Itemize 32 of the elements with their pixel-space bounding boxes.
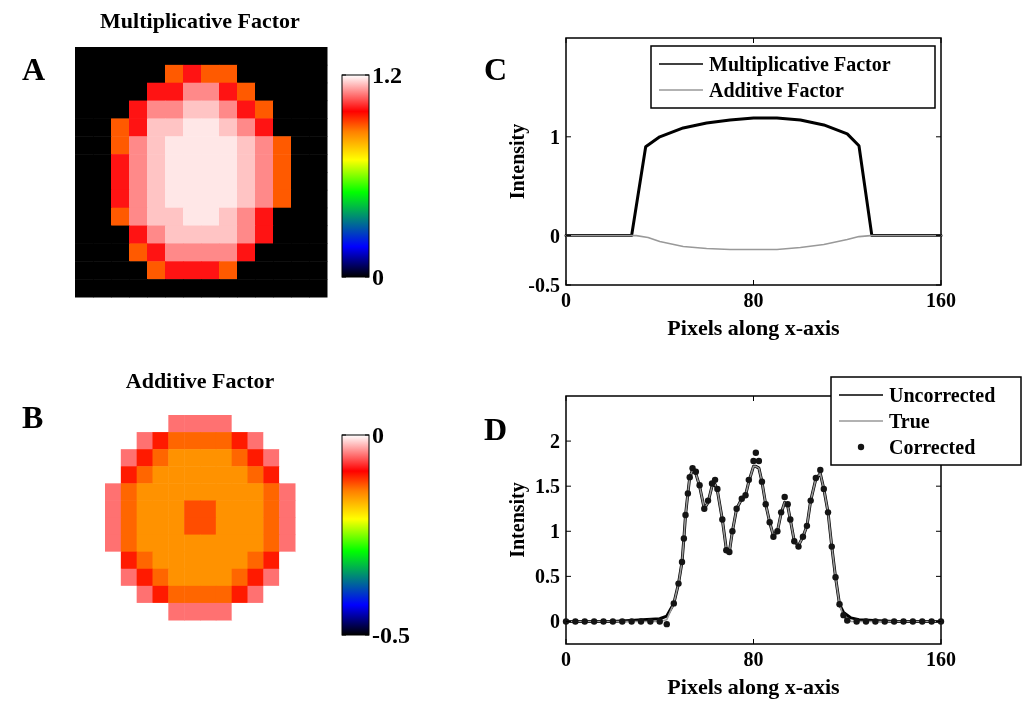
x-axis-title: Pixels along x-axis <box>667 674 841 699</box>
y-tick-label: 0 <box>550 610 560 633</box>
color-bar-label: 0 <box>372 422 384 449</box>
legend-label: Corrected <box>889 436 976 458</box>
y-axis-title: Intensity <box>506 123 529 200</box>
x-tick-label: 160 <box>926 289 956 311</box>
x-axis-title: Pixels along x-axis <box>667 315 841 340</box>
legend-label: Multiplicative Factor <box>709 53 891 76</box>
text: B <box>22 399 44 435</box>
y-tick-label: 1.5 <box>535 475 560 498</box>
color-bar-label: 1.2 <box>372 62 402 89</box>
y-tick-label: -0.5 <box>528 274 560 296</box>
color-bar-label: 0 <box>372 264 384 291</box>
legend-label: Uncorrected <box>889 384 996 406</box>
chart-title: Additive Factor <box>125 368 275 393</box>
y-tick-label: 0 <box>550 224 560 247</box>
y-tick-label: 0.5 <box>535 565 560 588</box>
legend-label: Additive Factor <box>709 79 845 101</box>
chart-title: Multiplicative Factor <box>100 8 301 33</box>
x-tick-label: 80 <box>743 648 764 670</box>
text: D <box>484 411 508 447</box>
x-tick-label: 80 <box>743 289 764 311</box>
line-series <box>565 234 942 251</box>
y-tick-label: 1 <box>550 125 560 148</box>
y-axis-title: Intensity <box>506 482 529 558</box>
x-tick-label: 160 <box>926 648 956 670</box>
text: C <box>484 51 508 87</box>
legend-label: True <box>889 410 930 432</box>
color-bar-label: -0.5 <box>372 622 410 649</box>
y-tick-label: 1 <box>550 520 560 543</box>
text: A <box>22 51 46 87</box>
y-tick-label: 2 <box>550 430 560 453</box>
